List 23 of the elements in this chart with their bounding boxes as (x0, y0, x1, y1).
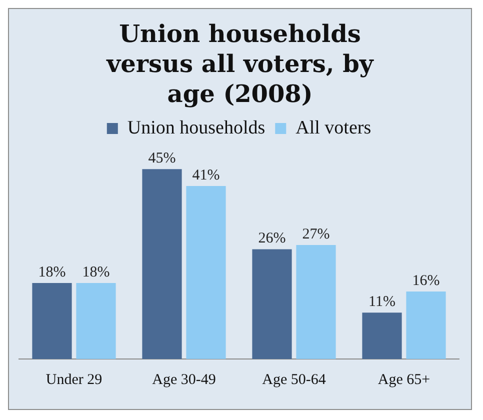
bar (76, 283, 116, 359)
bar (186, 186, 226, 359)
x-tick-label: Under 29 (46, 372, 102, 388)
data-label: 41% (192, 167, 220, 184)
legend-label: Union households (127, 117, 266, 138)
data-label: 27% (302, 226, 330, 242)
x-tick-label: Age 65+ (378, 372, 430, 388)
data-label: 11% (368, 294, 396, 310)
data-label: 16% (412, 272, 440, 289)
chart-title: Union households versus all voters, by age (2008) (105, 18, 375, 109)
bar (406, 291, 446, 359)
x-tick-label: Age 30-49 (152, 372, 216, 388)
legend-label: All voters (296, 117, 372, 138)
bar (32, 283, 72, 359)
bar (296, 245, 336, 359)
bar (362, 312, 402, 359)
data-label: 18% (82, 264, 110, 280)
data-label: 45% (148, 150, 176, 167)
x-tick-label: Age 50-64 (262, 372, 326, 388)
data-label: 26% (258, 230, 286, 247)
bar (252, 249, 292, 359)
data-label: 18% (38, 264, 66, 280)
bar (142, 169, 182, 359)
